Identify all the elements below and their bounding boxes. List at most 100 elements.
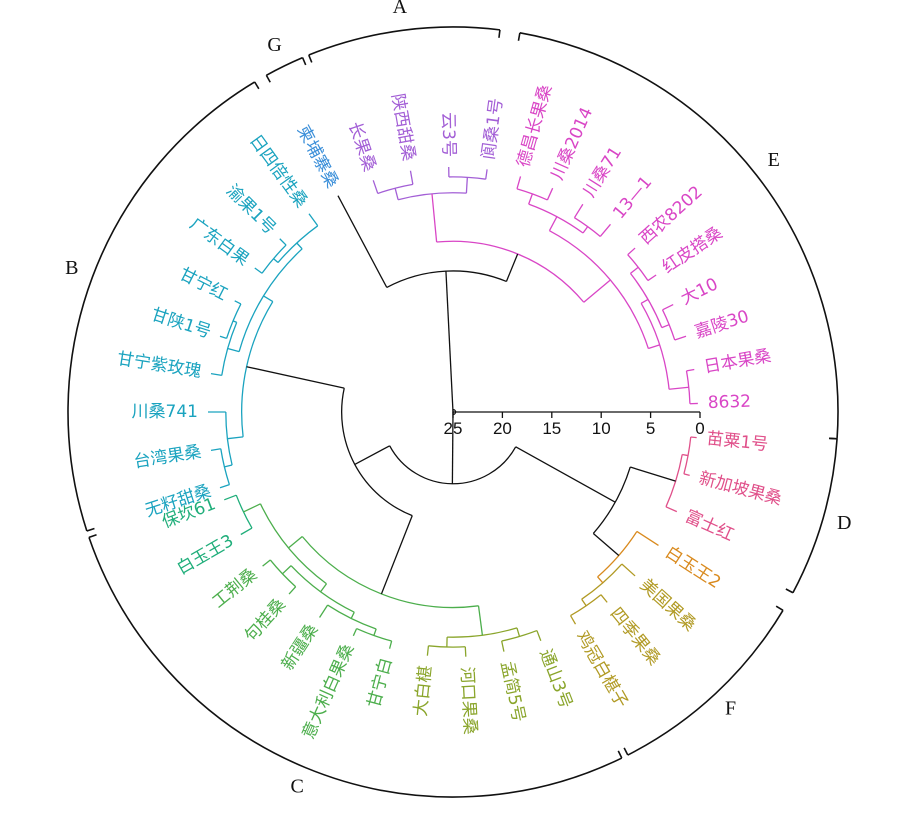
branch-segment-33: [465, 177, 468, 194]
scale-tick-label: 15: [542, 419, 561, 438]
branch-segment-69: [262, 559, 271, 567]
scale-tick-label: 5: [646, 419, 655, 438]
branch-segment-118: [515, 446, 616, 503]
branch-segment-40: [337, 195, 388, 288]
branch-segment-43: [254, 267, 263, 274]
branch-segment-121: [451, 409, 454, 484]
branch-segment-15: [599, 223, 611, 237]
scale-tick-label: 20: [493, 419, 512, 438]
branch-segment-91: [516, 627, 521, 637]
leaf-label: 美国果桑: [636, 575, 700, 635]
branch-segment-16: [573, 203, 584, 219]
branch-arc-32: [377, 183, 413, 195]
branch-segment-114: [630, 466, 676, 482]
group-label-b: B: [65, 257, 78, 279]
branch-segment-27: [485, 169, 488, 180]
branch-segment-9: [661, 324, 670, 329]
leaf-label: 意大利白果桑: [299, 641, 359, 742]
branch-arc-56: [238, 248, 303, 352]
leaf-label: 孟简5号: [496, 659, 528, 724]
branch-segment-109: [621, 563, 636, 577]
group-label-f: F: [725, 697, 736, 719]
scale-tick-label: 25: [444, 419, 463, 438]
branch-arc-119: [389, 445, 517, 485]
branch-segment-76: [373, 628, 377, 636]
group-label-g: G: [267, 34, 281, 56]
branch-segment-45: [308, 213, 319, 227]
branch-segment-117: [354, 445, 390, 465]
branch-segment-19: [516, 176, 522, 190]
branch-segment-81: [243, 503, 261, 513]
group-bracket-d: [792, 438, 838, 594]
group-label-c: C: [291, 776, 304, 798]
leaf-label: 台湾果桑: [132, 442, 202, 472]
branch-segment-115: [592, 532, 620, 556]
leaf-label: 新加坡果桑: [697, 468, 784, 509]
group-bracket-f: [627, 609, 784, 756]
branch-segment-10: [630, 266, 639, 274]
scale-tick-label: 0: [695, 419, 704, 438]
branch-segment-6: [647, 274, 657, 282]
branch-segment-4: [662, 304, 674, 311]
branch-arc-44: [261, 244, 287, 274]
branch-segment-66: [224, 494, 237, 501]
leaf-label: 甘宁白: [364, 656, 397, 710]
leaf-label: 四季果桑: [606, 604, 664, 669]
dendrogram-branches: [208, 167, 698, 657]
branch-segment-78: [282, 565, 292, 575]
branch-segment-55: [227, 347, 240, 353]
branch-segment-39: [505, 253, 519, 282]
leaf-label: 苗粟1号: [706, 429, 770, 455]
branch-segment-54: [296, 242, 303, 250]
branch-segment-3: [674, 335, 687, 341]
leaf-label: 甘宁紫玫瑰: [116, 349, 203, 382]
leaf-label: 13—1: [609, 172, 656, 223]
leaf-label: 长果桑: [344, 119, 380, 174]
branch-segment-48: [234, 300, 242, 305]
branch-segment-64: [227, 436, 244, 440]
branch-segment-21: [582, 226, 589, 234]
branch-segment-31: [372, 180, 379, 194]
branch-segment-93: [288, 536, 303, 549]
leaf-label: 甘陕1号: [149, 305, 214, 343]
leaf-label: 白玉王3: [174, 531, 238, 579]
leaf-label: 通山3号: [535, 647, 576, 712]
branch-segment-87: [501, 640, 505, 652]
leaf-label: 8632: [707, 392, 751, 413]
leaf-label: 大白椹: [411, 665, 436, 718]
leaf-label: 嘉陵30: [692, 306, 751, 342]
branch-segment-73: [388, 640, 393, 649]
leaf-label: 川桑71: [580, 143, 626, 201]
leaf-label: 德昌长果桑: [514, 82, 557, 169]
branch-arc-2: [685, 370, 691, 404]
branch-arc-65: [241, 301, 274, 437]
leaf-label: 川桑741: [132, 402, 198, 422]
branch-segment-12: [669, 386, 689, 390]
distance-scale-axis: 25 20 15 10 5 0: [444, 411, 705, 438]
leaf-label: 大10: [678, 274, 721, 309]
leaf-label: 白玉王2: [661, 543, 724, 593]
branch-segment-97: [380, 515, 413, 595]
branch-segment-18: [546, 187, 554, 201]
branch-segment-63: [263, 295, 274, 303]
branch-arc-107: [570, 594, 602, 617]
leaf-label: 工荆桑: [209, 565, 261, 613]
branch-segment-112: [636, 530, 659, 546]
group-label-a: A: [393, 0, 408, 18]
branch-segment-103: [682, 453, 689, 457]
group-bracket-g: [265, 56, 303, 76]
leaf-label: 句桂桑: [241, 595, 290, 646]
branch-segment-1: [686, 368, 695, 372]
group-label-e: E: [768, 149, 780, 171]
group-bracket-e: [519, 32, 839, 439]
leaf-label: 新疆桑: [278, 620, 323, 674]
branch-segment-111: [597, 576, 604, 584]
branch-arc-35: [397, 192, 467, 201]
branch-arc-17: [574, 217, 601, 237]
branch-segment-99: [683, 473, 690, 477]
group-bracket-b: [67, 81, 256, 532]
leaf-label: 鸡冠白椹子: [572, 628, 632, 712]
leaf-label: 广东白果: [186, 214, 253, 270]
branch-segment-82: [320, 583, 328, 593]
